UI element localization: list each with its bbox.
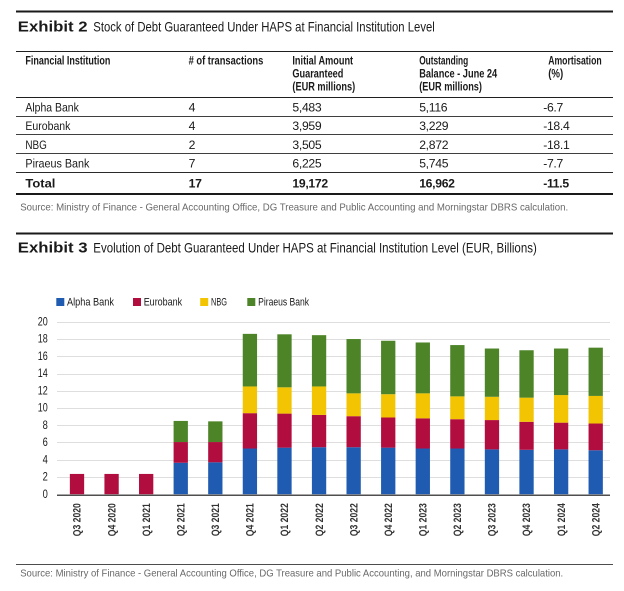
- svg-text:3,229: 3,229: [419, 119, 449, 133]
- svg-text:20: 20: [38, 316, 48, 328]
- svg-text:19,172: 19,172: [292, 177, 328, 191]
- svg-text:Source: Ministry of Finance -: Source: Ministry of Finance - General Ac…: [20, 568, 563, 579]
- svg-text:7: 7: [189, 157, 196, 171]
- svg-text:Total: Total: [25, 177, 55, 191]
- svg-text:Q3 2020: Q3 2020: [72, 503, 84, 536]
- svg-text:Amortisation: Amortisation: [548, 53, 602, 67]
- svg-text:18: 18: [38, 334, 48, 346]
- svg-text:Q2 2022: Q2 2022: [314, 503, 326, 536]
- svg-text:Q3 2023: Q3 2023: [487, 503, 499, 536]
- svg-text:(EUR millions): (EUR millions): [419, 80, 482, 94]
- svg-text:12: 12: [38, 385, 48, 397]
- svg-text:Exhibit 2: Exhibit 2: [18, 20, 88, 36]
- svg-text:Outstanding: Outstanding: [419, 53, 468, 67]
- svg-text:Initial Amount: Initial Amount: [292, 53, 353, 67]
- svg-text:# of transactions: # of transactions: [189, 53, 264, 67]
- svg-text:4: 4: [189, 101, 196, 115]
- svg-text:2: 2: [189, 138, 196, 152]
- svg-text:-6.7: -6.7: [543, 101, 563, 115]
- svg-text:Exhibit 3: Exhibit 3: [18, 241, 88, 257]
- svg-text:3,959: 3,959: [292, 119, 322, 133]
- svg-text:Eurobank: Eurobank: [25, 119, 71, 133]
- svg-text:Stock of Debt Guaranteed Under: Stock of Debt Guaranteed Under HAPS at F…: [93, 19, 435, 35]
- svg-text:6: 6: [43, 437, 48, 449]
- svg-text:-18.4: -18.4: [543, 119, 570, 133]
- svg-text:Q1 2022: Q1 2022: [279, 503, 291, 536]
- svg-text:2,872: 2,872: [419, 138, 449, 152]
- svg-text:8: 8: [43, 420, 48, 432]
- svg-text:(%): (%): [548, 67, 563, 81]
- svg-text:Guaranteed: Guaranteed: [292, 67, 343, 81]
- svg-text:Q2 2021: Q2 2021: [175, 503, 187, 536]
- svg-text:5,483: 5,483: [292, 101, 322, 115]
- svg-text:16: 16: [38, 351, 48, 363]
- svg-text:Q1 2024: Q1 2024: [556, 503, 568, 536]
- svg-text:(EUR millions): (EUR millions): [292, 80, 355, 94]
- svg-text:NBG: NBG: [211, 296, 227, 308]
- svg-text:4: 4: [43, 454, 49, 466]
- svg-text:Alpha Bank: Alpha Bank: [25, 101, 79, 115]
- svg-text:4: 4: [189, 119, 196, 133]
- svg-text:Alpha Bank: Alpha Bank: [67, 296, 115, 308]
- svg-text:16,962: 16,962: [419, 177, 455, 191]
- svg-text:Q4 2020: Q4 2020: [106, 503, 118, 536]
- svg-text:Q4 2023: Q4 2023: [521, 503, 533, 536]
- svg-text:5,745: 5,745: [419, 157, 449, 171]
- svg-text:0: 0: [43, 489, 48, 501]
- svg-text:Q1 2023: Q1 2023: [418, 503, 430, 536]
- svg-text:Q2 2023: Q2 2023: [452, 503, 464, 536]
- svg-text:-18.1: -18.1: [543, 138, 570, 152]
- svg-text:6,225: 6,225: [292, 157, 322, 171]
- svg-text:Eurobank: Eurobank: [144, 296, 183, 308]
- svg-text:Q3 2022: Q3 2022: [348, 503, 360, 536]
- svg-text:Q3 2021: Q3 2021: [210, 503, 222, 536]
- svg-text:Q2 2024: Q2 2024: [590, 503, 602, 536]
- svg-text:10: 10: [38, 403, 48, 415]
- svg-text:Source: Ministry of Finance -: Source: Ministry of Finance - General Ac…: [20, 202, 568, 213]
- svg-text:NBG: NBG: [25, 138, 47, 152]
- svg-text:3,505: 3,505: [292, 138, 322, 152]
- svg-text:Balance - June 24: Balance - June 24: [419, 67, 497, 81]
- svg-text:Financial Institution: Financial Institution: [25, 53, 110, 67]
- svg-text:Q4 2021: Q4 2021: [245, 503, 257, 536]
- svg-text:-7.7: -7.7: [543, 157, 563, 171]
- svg-text:-11.5: -11.5: [543, 177, 569, 191]
- svg-text:Q4 2022: Q4 2022: [383, 503, 395, 536]
- svg-text:2: 2: [43, 472, 48, 484]
- svg-text:17: 17: [189, 177, 202, 191]
- svg-text:14: 14: [38, 368, 48, 380]
- svg-text:Piraeus Bank: Piraeus Bank: [258, 296, 310, 308]
- svg-text:Evolution of Debt Guaranteed U: Evolution of Debt Guaranteed Under HAPS …: [93, 240, 537, 256]
- svg-text:5,116: 5,116: [419, 101, 448, 115]
- svg-text:Q1 2021: Q1 2021: [141, 503, 153, 536]
- svg-text:Piraeus Bank: Piraeus Bank: [25, 157, 90, 171]
